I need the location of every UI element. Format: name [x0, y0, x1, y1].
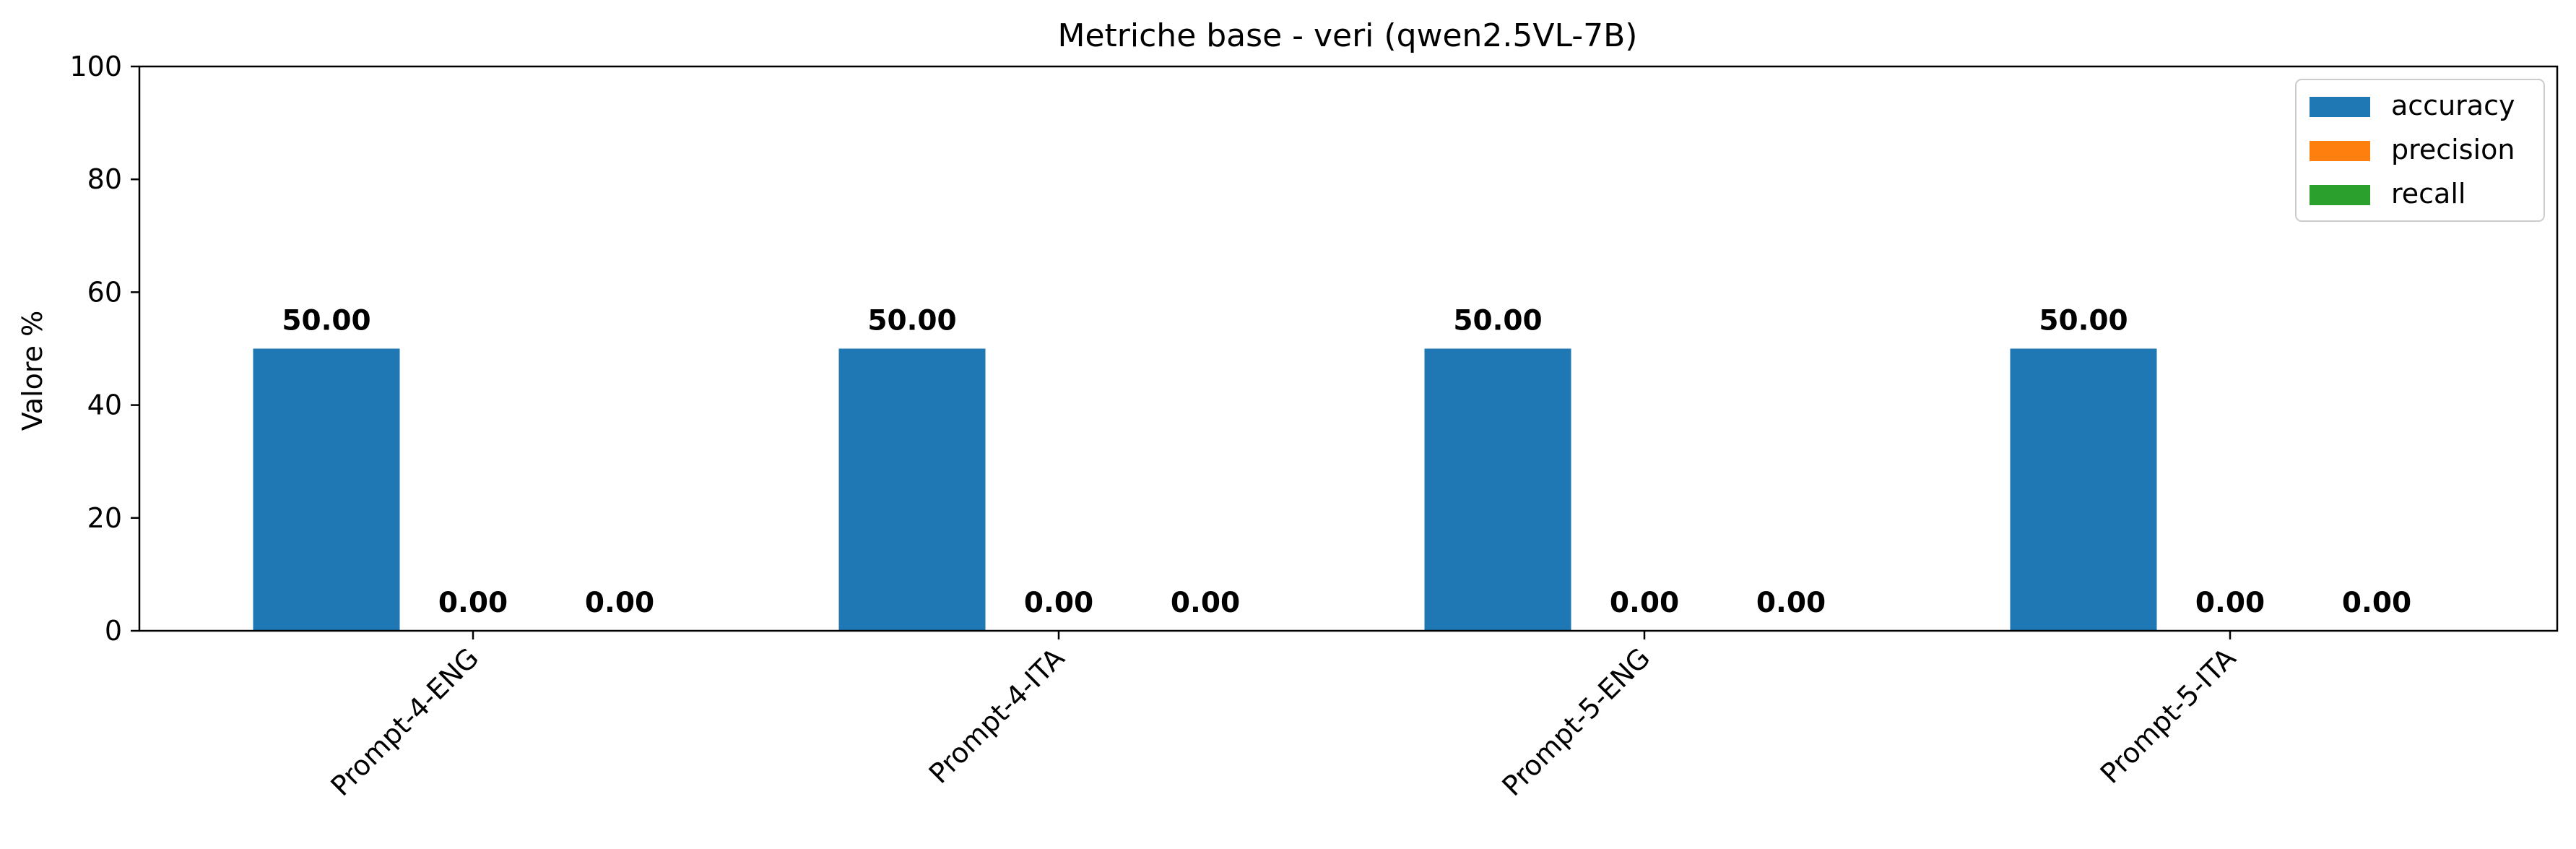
data-label-precision-1: 0.00 — [438, 587, 508, 619]
bar-accuracy-1 — [253, 348, 400, 631]
legend-swatch-recall — [2310, 185, 2370, 205]
data-label-precision-3: 0.00 — [1610, 587, 1679, 619]
data-label-precision-2: 0.00 — [1024, 587, 1093, 619]
data-label-recall-2: 0.00 — [1171, 587, 1240, 619]
y-axis-label: Valore % — [17, 311, 48, 431]
y-tick-label: 100 — [69, 51, 122, 82]
bar-accuracy-3 — [1424, 348, 1571, 631]
chart-title: Metriche base - veri (qwen2.5VL-7B) — [1058, 17, 1638, 54]
legend-label-recall: recall — [2391, 178, 2466, 210]
data-label-accuracy-3: 50.00 — [1453, 305, 1542, 337]
legend-label-precision: precision — [2391, 134, 2515, 165]
data-label-accuracy-4: 50.00 — [2039, 305, 2128, 337]
data-label-recall-1: 0.00 — [585, 587, 654, 619]
data-label-recall-4: 0.00 — [2342, 587, 2411, 619]
legend-swatch-precision — [2310, 141, 2370, 161]
data-label-accuracy-1: 50.00 — [282, 305, 370, 337]
y-tick-label: 80 — [87, 163, 122, 195]
data-label-recall-3: 0.00 — [1756, 587, 1826, 619]
y-tick-label: 0 — [105, 615, 122, 647]
legend-label-accuracy: accuracy — [2391, 90, 2515, 121]
plot-frame — [138, 65, 2559, 632]
bar-accuracy-4 — [2010, 348, 2157, 631]
legend-swatch-accuracy — [2310, 97, 2370, 117]
y-tick-label: 40 — [87, 389, 122, 421]
y-tick-label: 20 — [87, 502, 122, 534]
legend: accuracy precision recall — [2295, 79, 2545, 222]
data-label-accuracy-2: 50.00 — [867, 305, 956, 337]
y-tick-label: 60 — [87, 276, 122, 308]
data-label-precision-4: 0.00 — [2195, 587, 2265, 619]
bar-accuracy-2 — [838, 348, 986, 631]
